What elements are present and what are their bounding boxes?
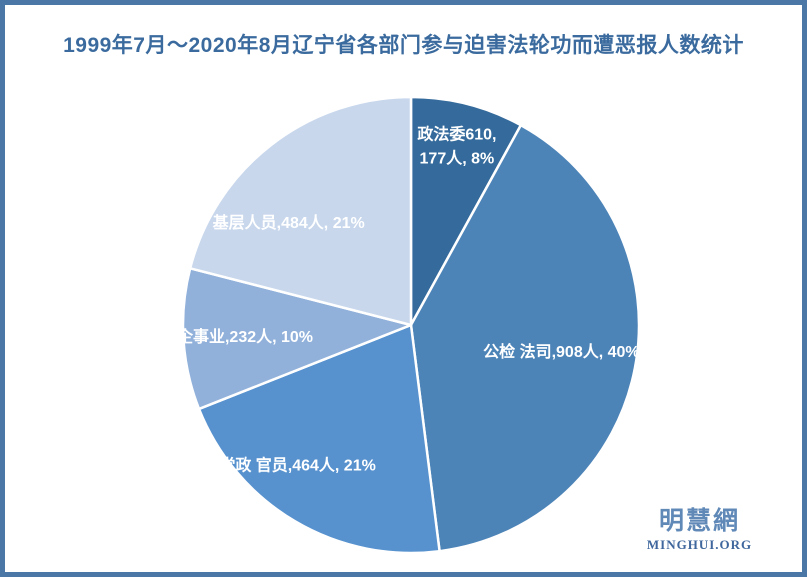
minghui-logo-url: MINGHUI.ORG xyxy=(646,536,753,552)
chart-title: 1999年7月～2020年8月辽宁省各部门参与迫害法轮功而遭恶报人数统计 xyxy=(63,34,744,57)
pie-slice-label-0: 政法委610, 177人, 8% xyxy=(417,125,496,168)
minghui-logo-chinese: 明慧網 xyxy=(658,508,740,535)
pie-slice-1 xyxy=(409,123,641,553)
pie-chart: 政法委610, 177人, 8% 公检 法司,908人, 40% 党政 官员,464人… xyxy=(176,95,641,555)
pie-slice-label-1: 公检 法司,908人, 40% xyxy=(483,342,640,361)
pie-slice-2 xyxy=(197,323,441,555)
pie-slice-label-3: 企事业,232人, 10% xyxy=(176,327,313,346)
pie-slice-3 xyxy=(181,267,413,411)
pie-slice-label-4: 基层人员,484人, 21% xyxy=(212,213,365,232)
pie-slice-0 xyxy=(409,95,523,327)
pie-slice-4 xyxy=(188,95,413,327)
pie-slice-label-2: 党政 官员,464人, 21% xyxy=(219,456,376,475)
minghui-logo: 明慧網 MINGHUI.ORG xyxy=(627,508,772,552)
